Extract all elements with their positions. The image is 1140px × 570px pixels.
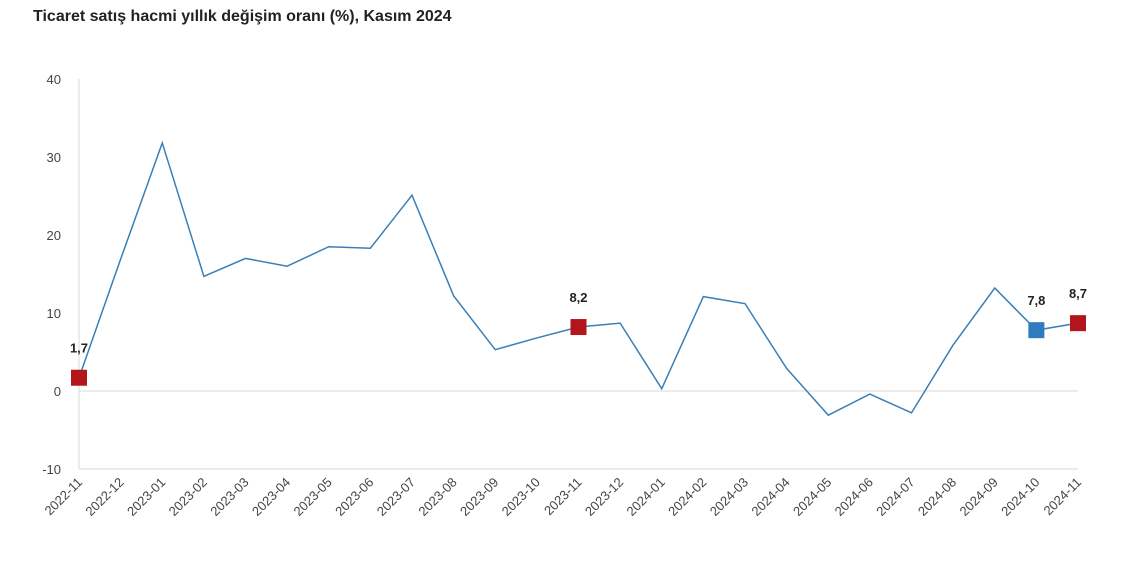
y-tick-label: 30 xyxy=(47,150,61,165)
x-tick-label: 2024-02 xyxy=(665,475,709,519)
y-tick-label: 40 xyxy=(47,72,61,87)
x-tick-label: 2024-07 xyxy=(873,475,917,519)
y-tick-label: 0 xyxy=(54,384,61,399)
data-label: 8,7 xyxy=(1069,286,1087,301)
series-line xyxy=(78,140,1079,417)
data-marker xyxy=(1028,322,1045,339)
x-tick-label: 2024-03 xyxy=(707,475,751,519)
data-label: 8,2 xyxy=(569,290,587,305)
data-label: 1,7 xyxy=(70,341,88,356)
x-tick-label: 2024-08 xyxy=(915,475,959,519)
x-tick-label: 2024-06 xyxy=(832,475,876,519)
chart-title: Ticaret satış hacmi yıllık değişim oranı… xyxy=(33,8,452,25)
data-marker xyxy=(1070,315,1086,332)
y-tick-label: 10 xyxy=(47,306,61,321)
y-tick-label: -10 xyxy=(42,462,61,477)
x-tick-label: 2024-10 xyxy=(998,475,1042,519)
data-marker xyxy=(570,319,587,336)
x-tick-label: 2024-09 xyxy=(957,475,1001,519)
data-marker xyxy=(71,369,87,386)
x-tick-label: 2024-01 xyxy=(624,475,668,519)
x-tick-label: 2023-02 xyxy=(166,475,210,519)
x-tick-label: 2023-04 xyxy=(249,475,293,519)
x-tick-label: 2023-07 xyxy=(374,475,418,519)
x-tick-label: 2023-11 xyxy=(541,475,585,519)
x-tick-label: 2022-12 xyxy=(82,475,126,519)
x-tick-label: 2023-06 xyxy=(332,475,376,519)
y-tick-label: 20 xyxy=(47,228,61,243)
data-label: 7,8 xyxy=(1027,293,1045,308)
x-tick-label: 2023-10 xyxy=(499,475,543,519)
x-tick-label: 2024-11 xyxy=(1040,475,1084,519)
x-tick-label: 2024-05 xyxy=(790,475,834,519)
x-tick-label: 2023-03 xyxy=(207,475,251,519)
x-tick-label: 2023-09 xyxy=(457,475,501,519)
x-tick-label: 2023-12 xyxy=(582,475,626,519)
x-tick-label: 2023-05 xyxy=(291,475,335,519)
x-tick-label: 2023-01 xyxy=(124,475,168,519)
x-tick-label: 2024-04 xyxy=(748,475,792,519)
x-tick-label: 2022-11 xyxy=(41,475,85,519)
x-tick-label: 2023-08 xyxy=(415,475,459,519)
